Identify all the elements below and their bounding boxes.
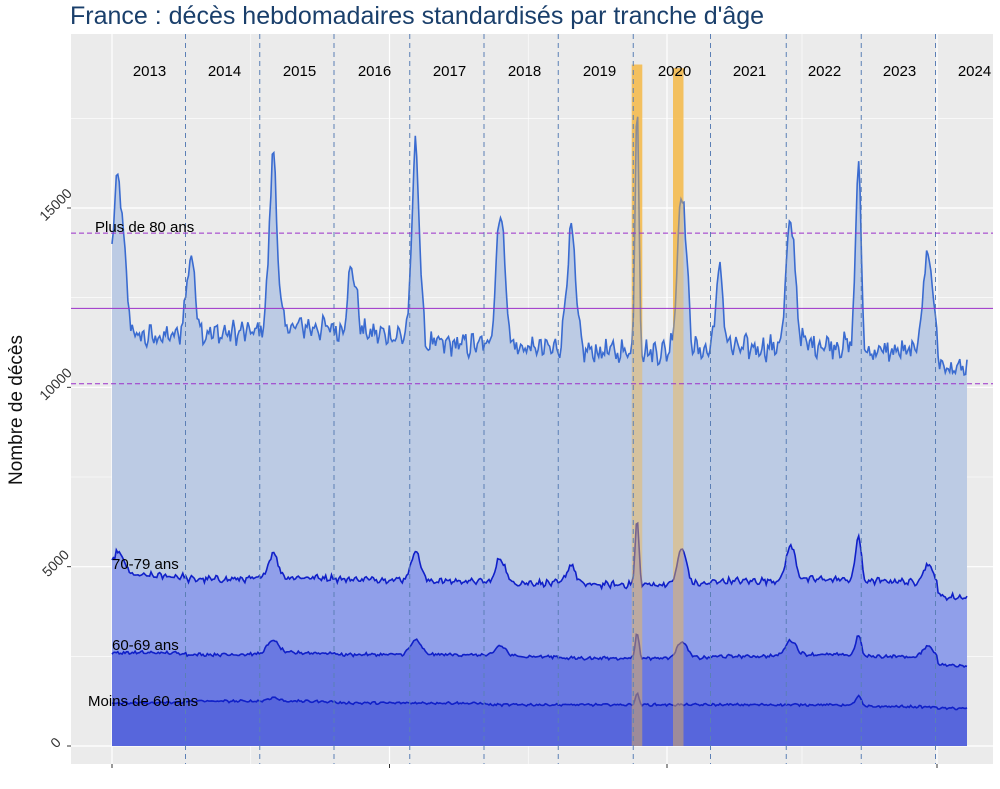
line-70-79: [111, 521, 968, 602]
chart-title: France : décès hebdomadaires standardisé…: [70, 2, 765, 30]
series-labels: Plus de 80 ans 70-79 ans 60-69 ans Moins de…: [88, 219, 198, 710]
year-dividers: [185, 34, 936, 764]
y-tick-label: 0: [47, 734, 64, 751]
series-areas: [112, 116, 967, 747]
y-tick-label: 10000: [36, 364, 75, 403]
year-label-2023: 2023: [883, 63, 916, 80]
y-tick-label: 15000: [36, 185, 75, 224]
year-label-2019: 2019: [583, 63, 616, 80]
highlight-overlay: [631, 64, 684, 747]
highlight-overlay-2: [673, 68, 684, 747]
line-plus-80: [111, 116, 968, 376]
year-labels: 2013 2014 2015 2016 2017 2018 2019 2020 2021 2022…: [133, 63, 991, 80]
series-lines: [111, 116, 968, 711]
year-label-2016: 2016: [358, 63, 391, 80]
y-tick-label: 5000: [39, 546, 72, 579]
line-moins-60: [111, 691, 968, 711]
year-label-2024: 2024: [958, 63, 991, 80]
series-label-2: 70-79 ans: [112, 556, 179, 573]
year-label-2021: 2021: [733, 63, 766, 80]
reference-lines: [71, 232, 993, 385]
area-moins-60: [112, 693, 967, 746]
series-label-4: Moins de 60 ans: [88, 693, 198, 710]
year-label-2018: 2018: [508, 63, 541, 80]
year-label-2017: 2017: [433, 63, 466, 80]
year-label-2020: 2020: [658, 63, 691, 80]
series-label-1: Plus de 80 ans: [95, 219, 194, 236]
highlight-overlay-1: [631, 64, 643, 747]
year-label-2014: 2014: [208, 63, 241, 80]
year-label-2013: 2013: [133, 63, 166, 80]
line-60-69: [111, 633, 968, 669]
year-label-2015: 2015: [283, 63, 316, 80]
year-label-2022: 2022: [808, 63, 841, 80]
y-axis-label: Nombre de décès: [6, 335, 27, 485]
series-label-3: 60-69 ans: [112, 637, 179, 654]
